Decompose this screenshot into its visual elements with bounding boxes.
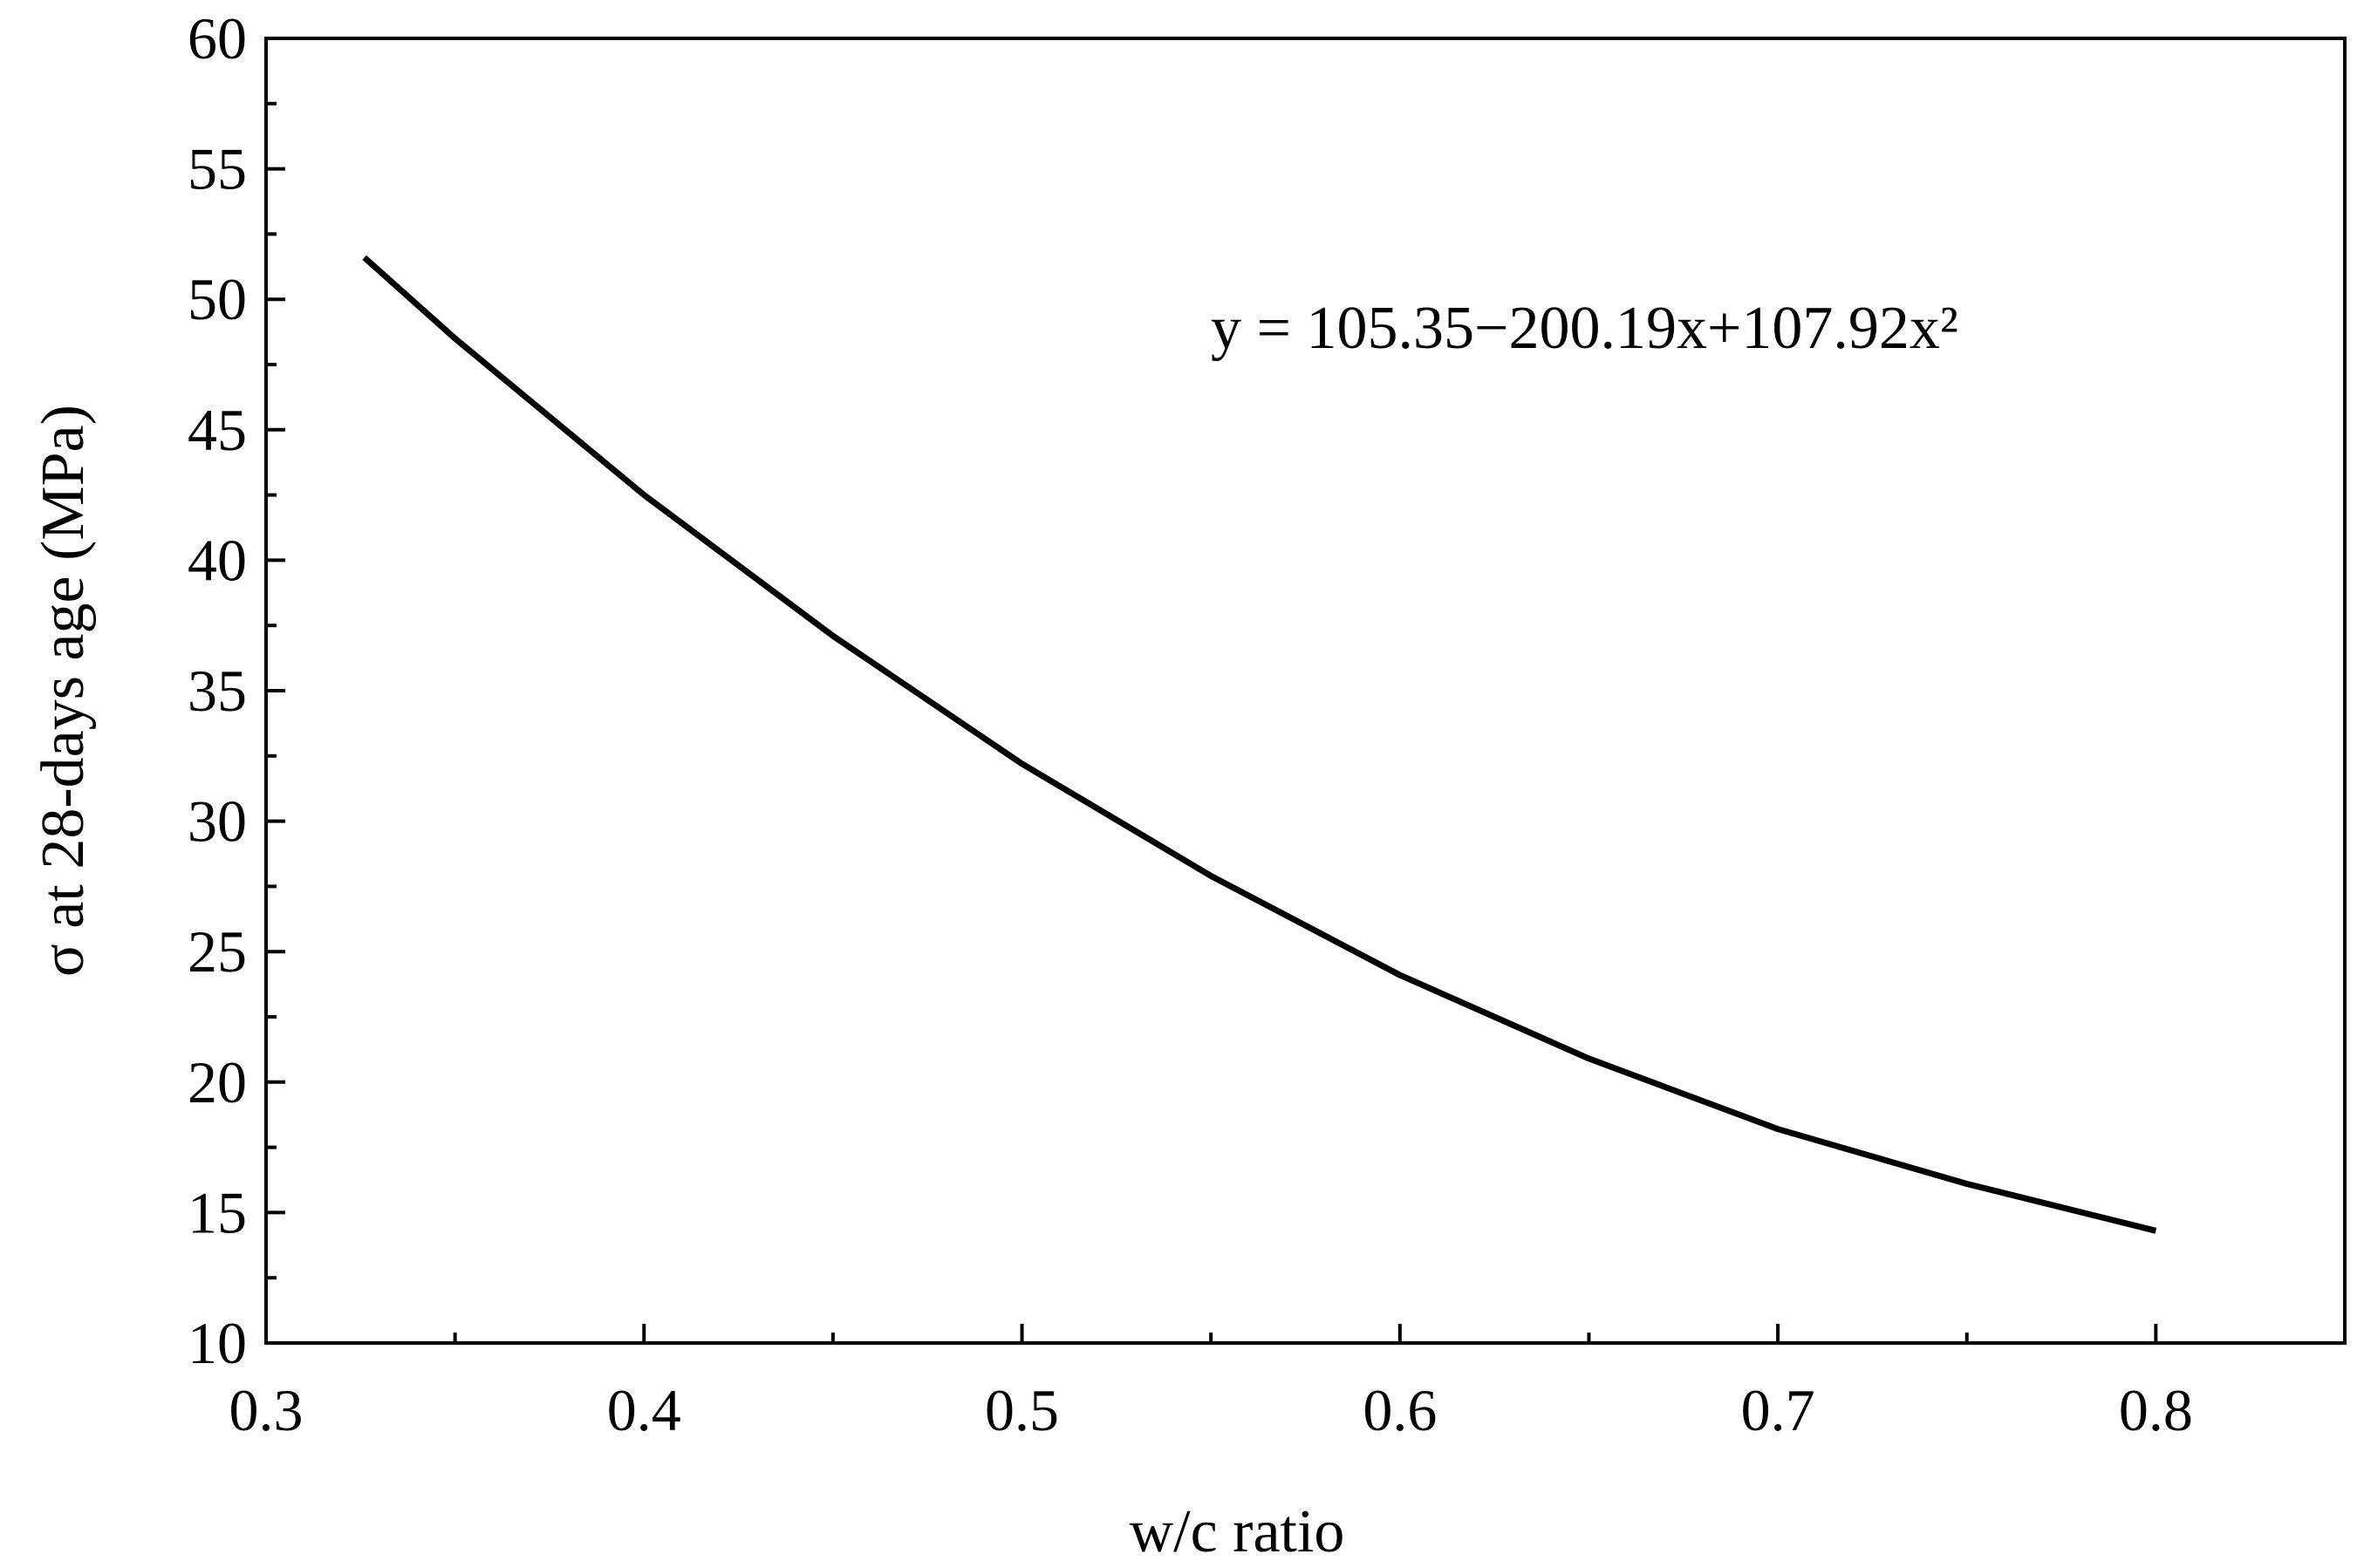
- x-axis-label: w/c ratio: [1130, 1498, 1345, 1564]
- y-tick-label: 35: [188, 658, 247, 724]
- y-tick-label: 25: [188, 918, 247, 985]
- x-tick-label: 0.6: [1363, 1377, 1437, 1443]
- y-axis-ticks: 10 15 20 25 30 35 40 45 50 55 60: [188, 5, 285, 1376]
- plot-frame: [264, 37, 2347, 1345]
- x-tick-label: 0.7: [1741, 1377, 1815, 1443]
- x-tick-label: 0.5: [985, 1377, 1059, 1443]
- x-tick-label: 0.8: [2119, 1377, 2193, 1443]
- series-layer: [362, 255, 2157, 1234]
- y-tick-label: 55: [188, 136, 247, 202]
- y-axis-label: σ at 28-days age (MPa): [30, 405, 97, 977]
- y-tick-label: 50: [188, 266, 247, 332]
- x-tick-label: 0.3: [229, 1377, 304, 1443]
- y-tick-label: 20: [188, 1049, 247, 1115]
- y-tick-label: 30: [188, 788, 247, 855]
- y-tick-label: 60: [188, 5, 247, 72]
- equation-annotation: y = 105.35−200.19x+107.92x²: [1211, 295, 1958, 362]
- y-tick-label: 15: [188, 1179, 247, 1245]
- y-tick-label: 40: [188, 527, 247, 593]
- y-tick-label: 45: [188, 397, 247, 463]
- x-tick-label: 0.4: [607, 1377, 681, 1443]
- x-axis-ticks: 0.3 0.4 0.5 0.6 0.7 0.8: [229, 1324, 2193, 1443]
- series-line: [362, 255, 2157, 1234]
- y-tick-label: 10: [188, 1310, 247, 1376]
